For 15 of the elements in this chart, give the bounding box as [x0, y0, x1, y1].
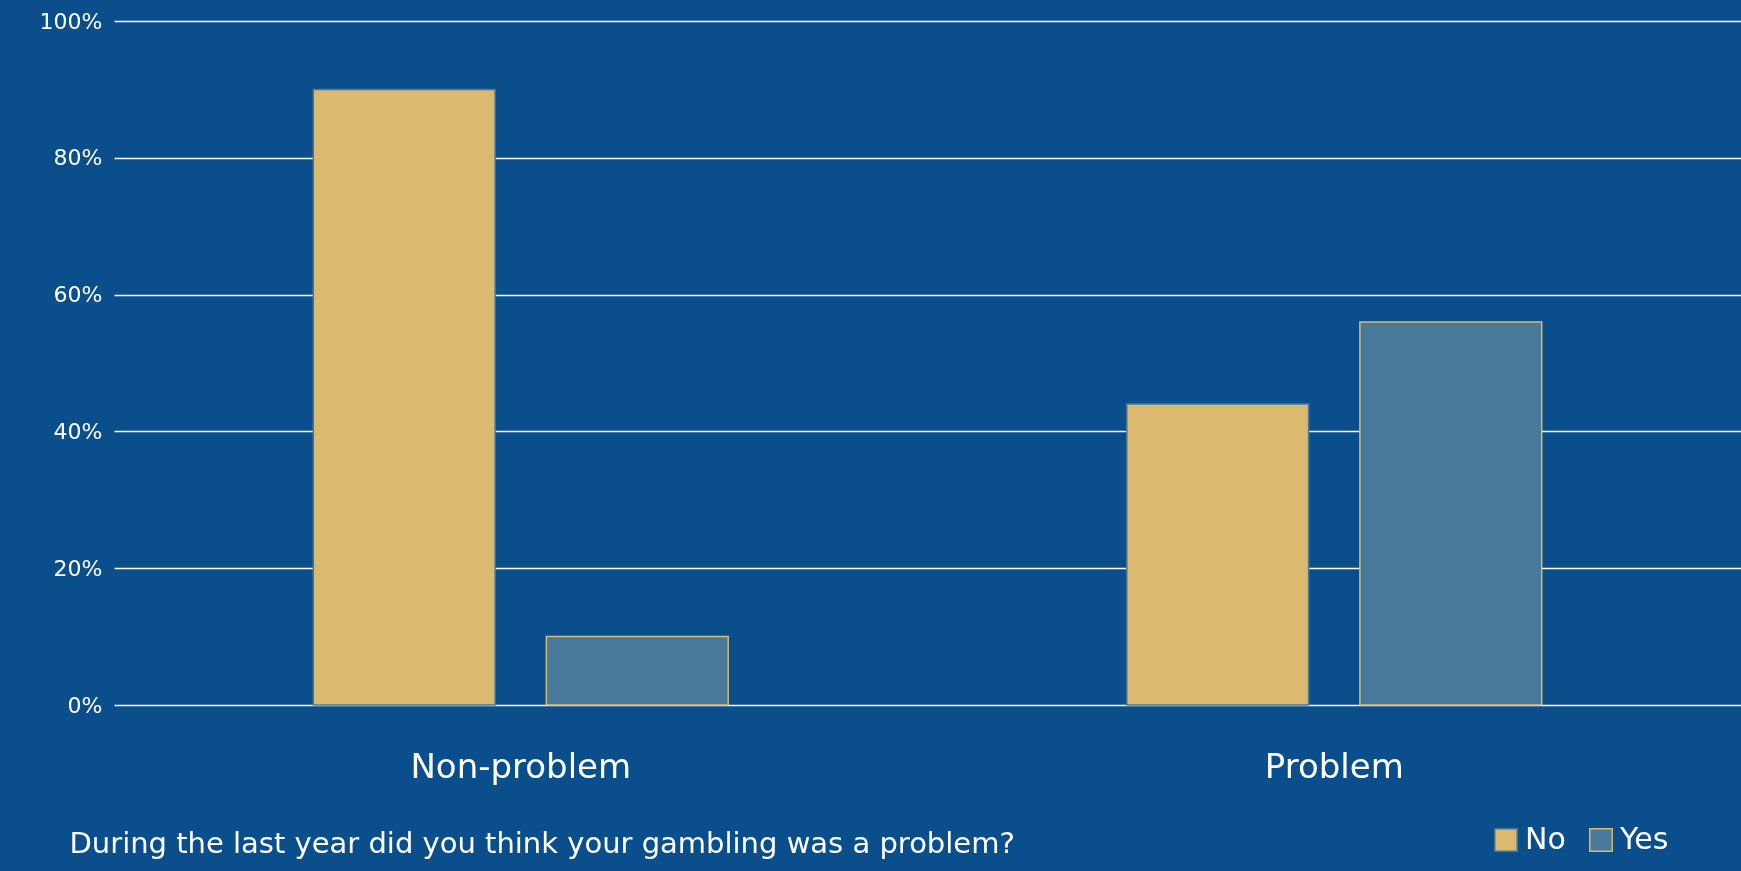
x-tick-label: Problem — [1264, 745, 1404, 786]
bar — [545, 635, 729, 706]
legend-label: Yes — [1619, 821, 1669, 856]
y-tick-label: 40% — [53, 418, 103, 444]
y-tick-label: 80% — [53, 145, 103, 171]
x-tick-label: Non-problem — [410, 745, 632, 786]
x-axis-title: During the last year did you think your gambling was a problem? — [69, 825, 1015, 860]
bar — [1359, 321, 1543, 706]
y-tick-label: 20% — [53, 555, 103, 581]
y-tick-label: 0% — [67, 692, 103, 718]
legend-label: No — [1525, 821, 1566, 856]
bar — [312, 88, 496, 706]
bar — [1126, 403, 1310, 706]
y-tick-label: 100% — [39, 8, 103, 34]
y-tick-label: 60% — [53, 282, 103, 308]
